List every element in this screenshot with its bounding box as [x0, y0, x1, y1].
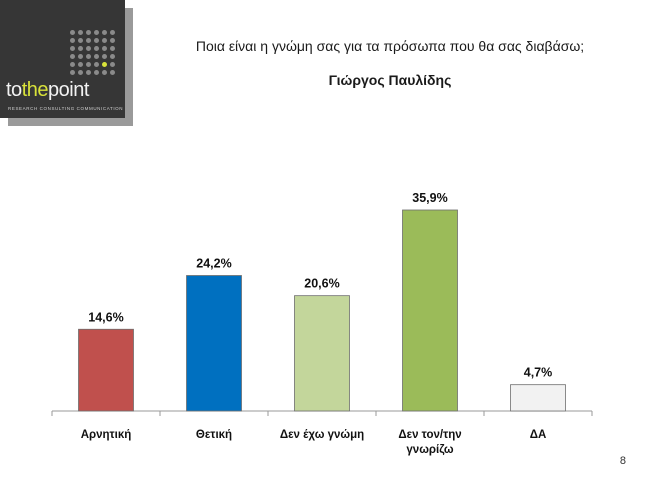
- company-logo: tothepoint RESEARCH CONSULTING COMMUNICA…: [0, 0, 125, 118]
- bar-5: [510, 384, 566, 412]
- category-label-line: γνωρίζω: [406, 444, 453, 456]
- logo-dot: [110, 54, 115, 59]
- logo-dot: [70, 46, 75, 51]
- page-number: 8: [619, 455, 626, 467]
- logo-word-suffix: point: [48, 79, 89, 101]
- category-label-line: Θετική: [196, 429, 232, 441]
- logo-dot: [94, 70, 99, 75]
- logo-dot: [94, 62, 99, 67]
- data-label-3: 20,6%: [304, 277, 339, 291]
- logo-dot: [86, 38, 91, 43]
- logo-dot: [94, 46, 99, 51]
- logo-dot: [70, 54, 75, 59]
- logo-dot: [102, 30, 107, 35]
- category-label-2: Θετική: [196, 429, 232, 441]
- logo-dot: [70, 62, 75, 67]
- logo-wordmark: tothepoint: [6, 79, 89, 102]
- bar-1: [78, 328, 134, 412]
- logo-dot: [94, 38, 99, 43]
- logo-dot: [70, 38, 75, 43]
- logo-dot: [110, 30, 115, 35]
- logo-dot: [86, 70, 91, 75]
- logo-dot: [70, 70, 75, 75]
- logo-dot: [94, 54, 99, 59]
- logo-dot: [110, 46, 115, 51]
- bar-3: [294, 295, 350, 412]
- data-label-1: 14,6%: [88, 310, 123, 324]
- logo-word-accent: the: [21, 79, 49, 101]
- logo-dot: [78, 38, 83, 43]
- logo-dot: [70, 30, 75, 35]
- category-label-4: Δεν τον/την γνωρίζω: [398, 429, 461, 456]
- logo-dot: [78, 62, 83, 67]
- logo-dot: [102, 62, 107, 67]
- category-label-line: ΔΑ: [530, 429, 547, 441]
- logo-dot: [86, 30, 91, 35]
- logo-dot: [86, 46, 91, 51]
- logo-dot: [102, 54, 107, 59]
- data-label-5: 4,7%: [524, 366, 553, 380]
- logo-dot-grid: [70, 30, 120, 80]
- category-label-5: ΔΑ: [530, 429, 547, 441]
- logo-word-prefix: to: [6, 79, 22, 101]
- logo-dot: [78, 70, 83, 75]
- logo-dot: [110, 62, 115, 67]
- logo-dot: [86, 62, 91, 67]
- logo-tagline: RESEARCH CONSULTING COMMUNICATION: [8, 106, 124, 111]
- logo-dot: [110, 70, 115, 75]
- logo-dot: [78, 46, 83, 51]
- logo-dot: [94, 30, 99, 35]
- category-label-1: Αρνητική: [81, 429, 132, 441]
- category-label-line: Αρνητική: [81, 429, 132, 441]
- data-label-2: 24,2%: [196, 257, 231, 271]
- logo-dot: [78, 30, 83, 35]
- bar-2: [186, 275, 242, 412]
- logo-dot: [102, 46, 107, 51]
- logo-dot: [102, 70, 107, 75]
- logo-dot: [86, 54, 91, 59]
- category-label-line: Δεν τον/την: [398, 429, 461, 441]
- data-label-4: 35,9%: [412, 191, 447, 205]
- logo-dot: [110, 38, 115, 43]
- category-label-line: Δεν έχω γνώμη: [280, 429, 364, 441]
- bar-4: [402, 209, 458, 412]
- logo-dot: [78, 54, 83, 59]
- chart-subtitle: Γιώργος Παυλίδης: [328, 72, 452, 88]
- survey-question: Ποια είναι η γνώμη σας για τα πρόσωπα πο…: [195, 38, 585, 54]
- category-label-3: Δεν έχω γνώμη: [280, 429, 364, 441]
- logo-dot: [102, 38, 107, 43]
